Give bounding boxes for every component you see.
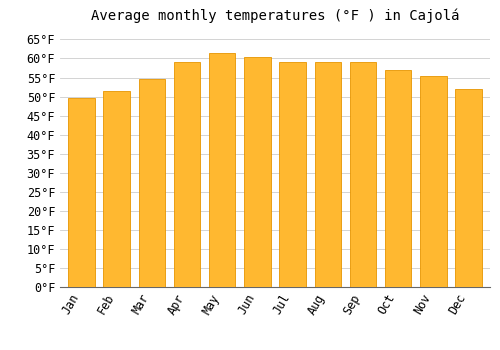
- Bar: [420, 76, 446, 287]
- Bar: [350, 62, 376, 287]
- Title: Average monthly temperatures (°F ) in Cajolá: Average monthly temperatures (°F ) in Ca…: [91, 8, 459, 23]
- Bar: [456, 89, 481, 287]
- Bar: [209, 53, 236, 287]
- Bar: [244, 57, 270, 287]
- Bar: [104, 91, 130, 287]
- Bar: [68, 98, 94, 287]
- Bar: [280, 62, 306, 287]
- Bar: [174, 62, 200, 287]
- Bar: [314, 62, 341, 287]
- Bar: [138, 79, 165, 287]
- Bar: [385, 70, 411, 287]
